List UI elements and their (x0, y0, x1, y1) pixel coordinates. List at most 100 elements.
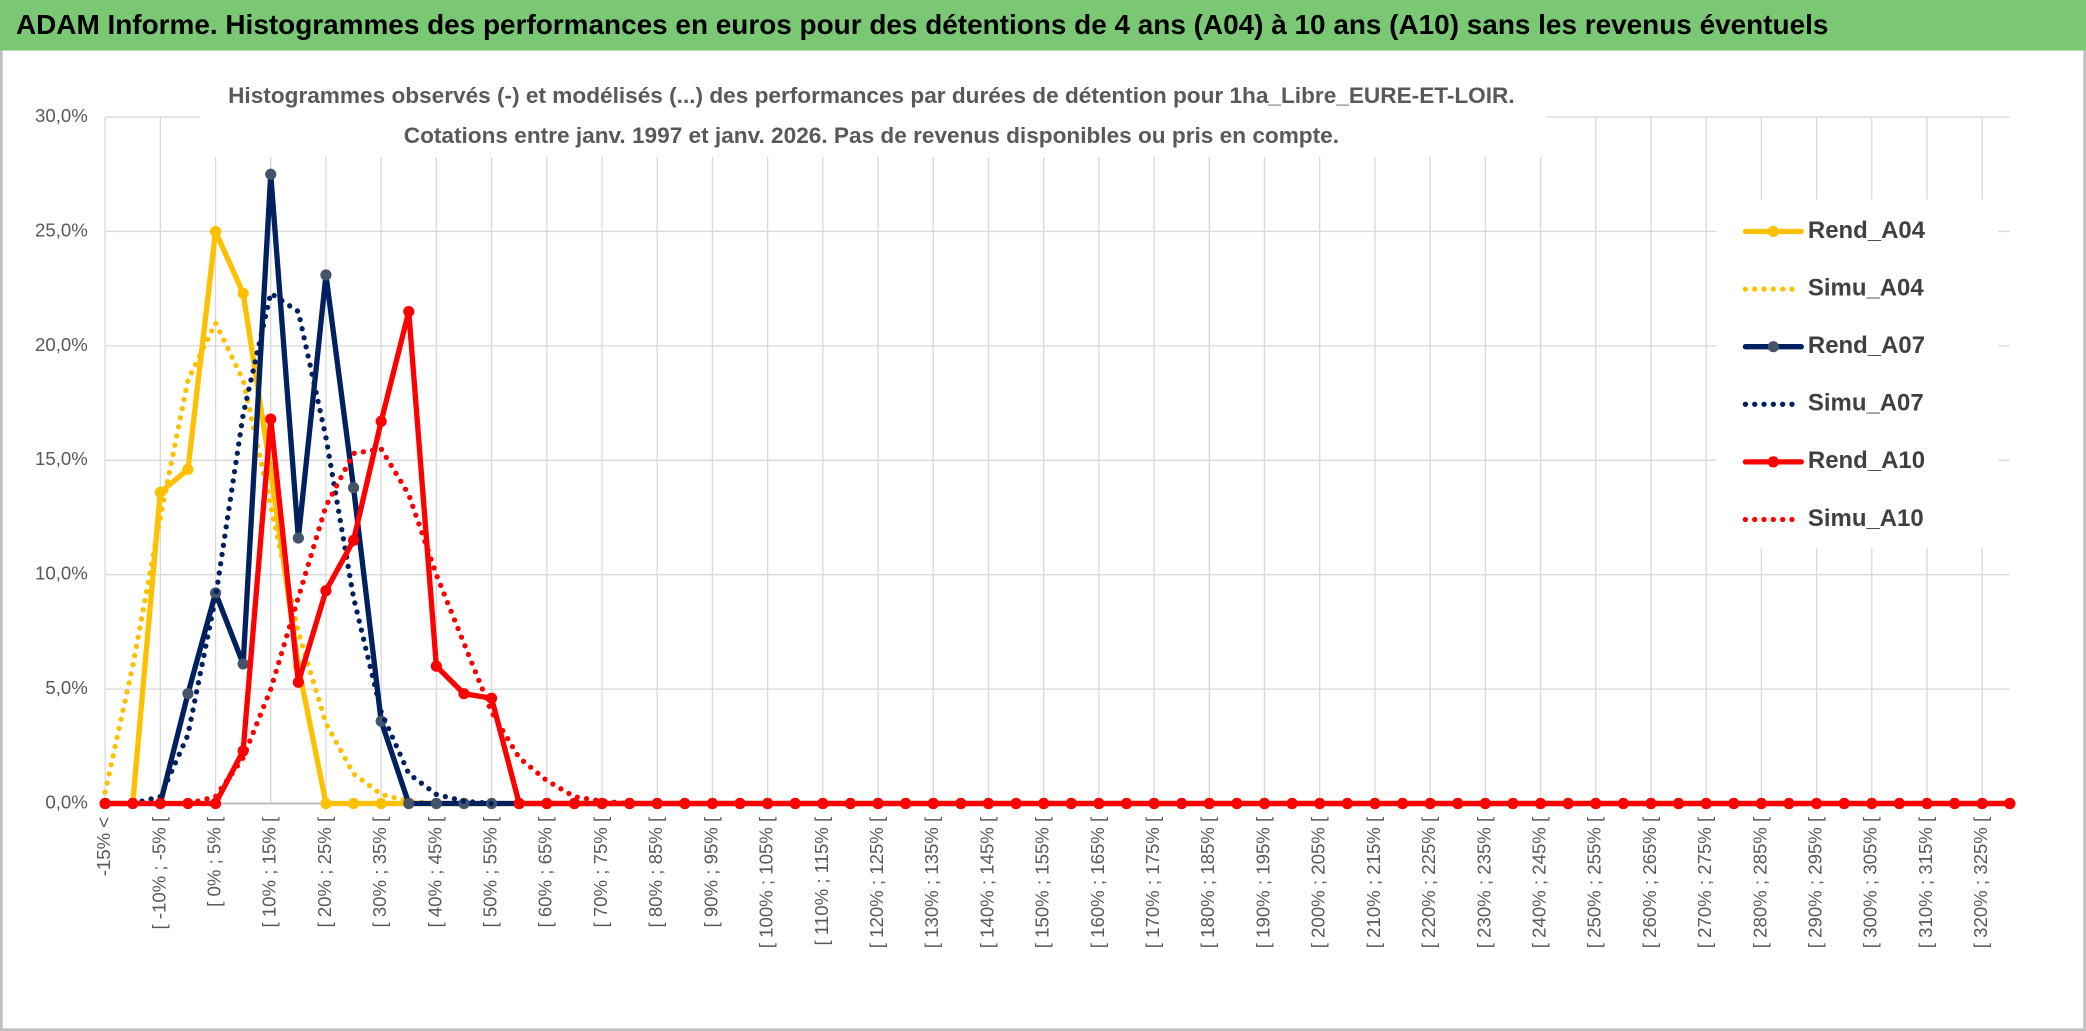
marker (430, 660, 442, 672)
chart-subtitle: Cotations entre janv. 1997 et janv. 2026… (404, 123, 1339, 148)
x-tick-label: [ 320% ; 325% [ (1970, 816, 1991, 948)
marker (1562, 797, 1574, 810)
legend-label: Rend_A10 (1808, 447, 1925, 474)
x-tick-label: [ 50% ; 55% [ (480, 816, 501, 928)
x-tick-label: [ 70% ; 75% [ (590, 816, 611, 928)
x-tick-label: [ 290% ; 295% [ (1805, 816, 1826, 948)
marker (430, 797, 442, 810)
x-tick-label: [ 10% ; 15% [ (259, 816, 280, 928)
marker (375, 415, 387, 427)
marker (1479, 797, 1491, 810)
marker (320, 269, 332, 281)
marker (568, 797, 580, 810)
marker (182, 688, 194, 700)
marker (182, 463, 194, 476)
marker (1369, 797, 1381, 810)
x-tick-label: [ 130% ; 135% [ (921, 816, 942, 948)
marker (817, 797, 829, 810)
marker (209, 797, 222, 810)
x-tick-label: [ 270% ; 275% [ (1694, 816, 1715, 948)
x-tick-label: [ 40% ; 45% [ (424, 816, 445, 928)
marker (541, 797, 553, 810)
marker (1590, 797, 1602, 810)
marker (403, 797, 415, 810)
x-tick-label: [ 120% ; 125% [ (866, 816, 887, 948)
legend-label: Simu_A10 (1808, 505, 1924, 532)
marker (762, 797, 774, 810)
legend-marker (1767, 225, 1779, 238)
x-tick-label: [ 210% ; 215% [ (1363, 816, 1384, 948)
x-tick-label: [ 30% ; 35% [ (369, 816, 390, 928)
marker (403, 305, 415, 318)
x-tick-label: [ 90% ; 95% [ (700, 816, 721, 928)
x-tick-label: [ 230% ; 235% [ (1473, 816, 1494, 948)
marker (1424, 797, 1436, 810)
marker (1534, 797, 1547, 810)
marker (458, 688, 470, 700)
x-tick-label: [ 260% ; 265% [ (1639, 816, 1660, 948)
legend-marker (1767, 341, 1779, 353)
marker (1507, 797, 1519, 810)
x-tick-label: [ 190% ; 195% [ (1252, 816, 1273, 948)
x-tick-label: [ 170% ; 175% [ (1142, 816, 1163, 948)
marker (237, 658, 249, 670)
legend-label: Rend_A04 (1808, 217, 1926, 244)
marker (789, 797, 801, 810)
marker (1452, 797, 1464, 810)
x-tick-label: [ -10% ; -5% [ (148, 816, 169, 930)
x-tick-label: [ 310% ; 315% [ (1915, 816, 1936, 948)
marker (154, 486, 166, 498)
marker (513, 797, 525, 810)
marker (651, 797, 663, 810)
marker (679, 797, 691, 810)
x-tick-label: [ 250% ; 255% [ (1584, 816, 1605, 948)
marker (844, 797, 857, 810)
legend-marker (1767, 456, 1779, 468)
marker (209, 225, 222, 238)
marker (347, 482, 360, 494)
chart-title: ADAM Informe. Histogrammes des performan… (16, 9, 1828, 40)
x-tick-label: [ 80% ; 85% [ (645, 816, 666, 928)
x-tick-label: [ 160% ; 165% [ (1087, 816, 1108, 948)
marker (375, 797, 387, 810)
chart-subtitle: Histogrammes observés (-) et modélisés (… (228, 83, 1515, 108)
y-tick-label: 15,0% (35, 448, 88, 469)
x-tick-label: [ 60% ; 65% [ (535, 816, 556, 928)
y-tick-label: 0,0% (45, 791, 87, 812)
marker (624, 797, 636, 810)
marker (347, 534, 360, 546)
marker (320, 797, 332, 810)
marker (237, 287, 249, 299)
x-tick-label: [ 20% ; 25% [ (314, 816, 335, 928)
marker (2004, 797, 2016, 810)
x-tick-label: [ 0% ; 5% [ (203, 816, 224, 907)
marker (1645, 797, 1657, 810)
x-tick-label: [ 100% ; 105% [ (756, 816, 777, 948)
marker (734, 797, 746, 810)
y-tick-label: 30,0% (35, 105, 88, 126)
x-tick-label: -15% < (93, 817, 114, 876)
x-tick-label: [ 300% ; 305% [ (1860, 816, 1881, 948)
y-tick-label: 10,0% (35, 563, 88, 584)
marker (320, 585, 332, 597)
x-tick-label: [ 280% ; 285% [ (1749, 816, 1770, 948)
legend-label: Simu_A04 (1808, 274, 1924, 301)
x-tick-label: [ 180% ; 185% [ (1197, 816, 1218, 948)
marker (292, 676, 304, 688)
plot (99, 168, 2016, 810)
x-tick-label: [ 220% ; 225% [ (1418, 816, 1439, 948)
y-tick-label: 25,0% (35, 219, 88, 240)
x-tick-label: [ 110% ; 115% [ (811, 816, 832, 945)
dotted-line (102, 446, 2013, 807)
marker (265, 168, 277, 180)
marker (872, 797, 884, 810)
marker (900, 797, 912, 810)
y-tick-label: 5,0% (45, 677, 87, 698)
y-tick-label: 20,0% (35, 334, 88, 355)
marker (485, 692, 498, 704)
subtitle-box (199, 79, 1546, 157)
legend-label: Simu_A07 (1808, 390, 1924, 417)
x-tick-label: [ 150% ; 155% [ (1032, 816, 1053, 948)
marker (265, 413, 277, 425)
marker (1672, 797, 1685, 810)
